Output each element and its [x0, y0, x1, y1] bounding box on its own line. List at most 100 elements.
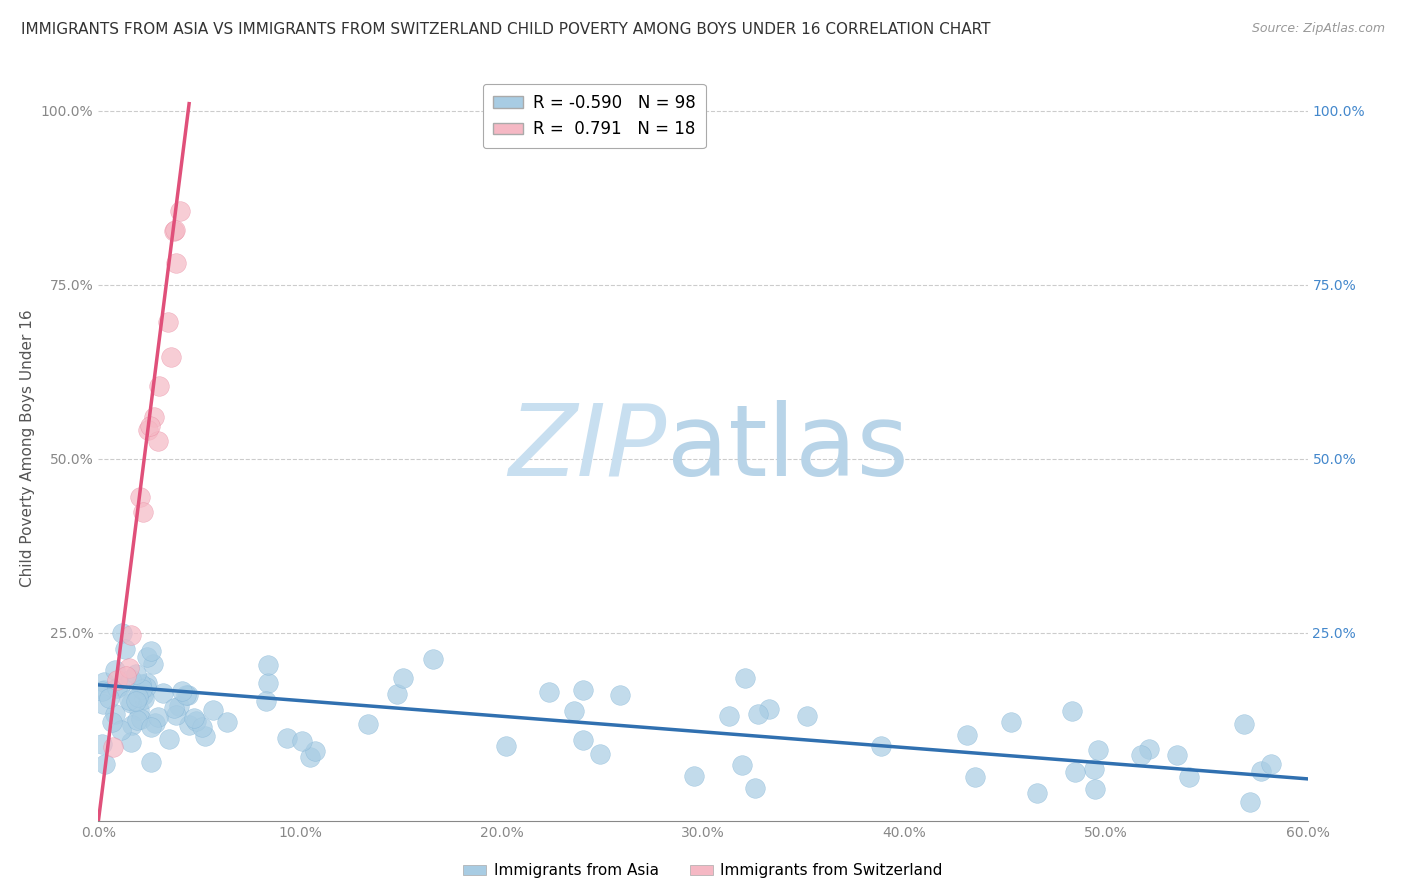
Point [120, 628, 142, 642]
Y-axis label: Child Poverty Among Boys Under 16: Child Poverty Among Boys Under 16 [20, 310, 35, 587]
Point [93, 682, 115, 697]
Point [91, 683, 114, 698]
Text: ZIP: ZIP [509, 400, 666, 497]
Point [572, 682, 595, 697]
Point [125, 666, 148, 681]
Point [167, 699, 190, 714]
Point [256, 658, 278, 673]
Point [157, 315, 180, 329]
Point [718, 708, 741, 723]
Point [304, 744, 326, 758]
Point [190, 720, 212, 734]
Point [136, 649, 159, 664]
Legend: Immigrants from Asia, Immigrants from Switzerland: Immigrants from Asia, Immigrants from Sw… [457, 857, 949, 884]
Point [1130, 748, 1153, 763]
Point [1239, 795, 1261, 809]
Point [177, 688, 200, 702]
Point [291, 734, 314, 748]
Point [110, 723, 132, 737]
Point [120, 735, 142, 749]
Point [609, 688, 631, 702]
Point [1087, 743, 1109, 757]
Point [132, 505, 155, 519]
Point [165, 256, 187, 270]
Point [174, 688, 197, 702]
Point [758, 701, 780, 715]
Point [139, 644, 162, 658]
Point [104, 706, 127, 721]
Point [118, 692, 141, 706]
Point [956, 728, 979, 742]
Point [356, 716, 378, 731]
Point [215, 714, 238, 729]
Point [869, 739, 891, 753]
Point [186, 714, 208, 728]
Point [169, 204, 191, 219]
Point [1260, 756, 1282, 771]
Point [965, 770, 987, 784]
Point [177, 718, 200, 732]
Point [93, 674, 115, 689]
Text: Source: ZipAtlas.com: Source: ZipAtlas.com [1251, 22, 1385, 36]
Point [422, 652, 444, 666]
Point [129, 490, 152, 504]
Text: atlas: atlas [666, 400, 908, 497]
Point [564, 704, 586, 718]
Point [165, 707, 187, 722]
Point [105, 681, 128, 695]
Point [148, 710, 170, 724]
Point [1000, 715, 1022, 730]
Text: IMMIGRANTS FROM ASIA VS IMMIGRANTS FROM SWITZERLAND CHILD POVERTY AMONG BOYS UND: IMMIGRANTS FROM ASIA VS IMMIGRANTS FROM … [21, 22, 991, 37]
Point [588, 747, 610, 761]
Point [128, 703, 150, 717]
Point [1137, 742, 1160, 756]
Point [1084, 781, 1107, 796]
Point [131, 681, 153, 696]
Legend: R = -0.590   N = 98, R =  0.791   N = 18: R = -0.590 N = 98, R = 0.791 N = 18 [482, 84, 706, 148]
Point [160, 350, 183, 364]
Point [152, 686, 174, 700]
Point [127, 714, 149, 728]
Point [734, 671, 756, 685]
Point [127, 690, 149, 705]
Point [111, 625, 134, 640]
Point [103, 663, 125, 677]
Point [129, 677, 152, 691]
Point [157, 732, 180, 747]
Point [796, 709, 818, 723]
Point [1250, 764, 1272, 778]
Point [139, 418, 162, 433]
Point [136, 676, 159, 690]
Point [495, 739, 517, 754]
Point [135, 680, 157, 694]
Point [101, 740, 124, 755]
Point [91, 737, 114, 751]
Point [139, 755, 162, 769]
Point [254, 694, 277, 708]
Point [1083, 762, 1105, 776]
Point [142, 409, 165, 424]
Point [183, 711, 205, 725]
Point [194, 729, 217, 743]
Point [572, 733, 595, 747]
Point [118, 661, 141, 675]
Point [276, 731, 298, 745]
Point [257, 675, 280, 690]
Point [134, 691, 156, 706]
Point [139, 720, 162, 734]
Point [744, 780, 766, 795]
Point [538, 685, 561, 699]
Point [121, 718, 143, 732]
Point [110, 679, 132, 693]
Point [163, 701, 186, 715]
Point [146, 434, 169, 449]
Point [105, 673, 128, 687]
Point [172, 683, 194, 698]
Point [1166, 747, 1188, 762]
Point [1178, 770, 1201, 784]
Point [683, 769, 706, 783]
Point [747, 707, 769, 722]
Point [97, 690, 120, 705]
Point [91, 698, 114, 712]
Point [392, 671, 415, 685]
